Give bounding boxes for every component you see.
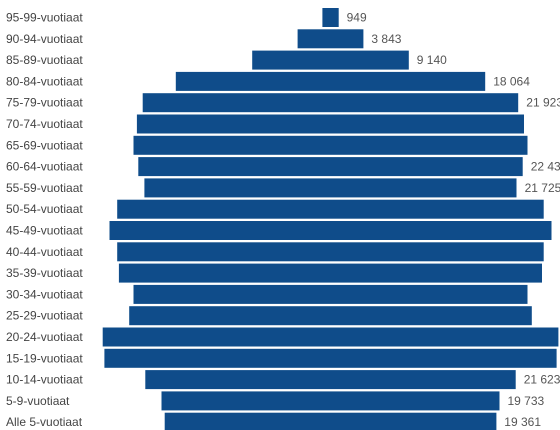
bar <box>109 221 552 240</box>
bar <box>136 114 524 134</box>
bar <box>138 157 523 177</box>
value-label: 21 725 <box>525 181 560 195</box>
value-label: 949 <box>347 11 367 25</box>
category-label: 80-84-vuotiaat <box>6 74 83 88</box>
value-label: 3 843 <box>371 32 401 46</box>
category-label: 30-34-vuotiaat <box>6 287 83 301</box>
category-label: 5-9-vuotiaat <box>6 394 70 408</box>
value-label: 22 438 <box>531 160 560 174</box>
bar <box>145 370 516 390</box>
value-labels-layer: 949 3 843 9 140 18 064 21 923 22 438 21 725 21 … <box>347 11 560 430</box>
value-label: 9 140 <box>417 53 447 67</box>
bar <box>142 93 519 113</box>
bars-layer <box>102 8 559 430</box>
category-label: 40-44-vuotiaat <box>6 245 83 259</box>
category-label: 55-59-vuotiaat <box>6 181 83 195</box>
category-label: 35-39-vuotiaat <box>6 266 83 280</box>
category-label: 45-49-vuotiaat <box>6 224 83 238</box>
bar <box>164 412 497 430</box>
bar <box>133 135 528 155</box>
bar <box>129 306 532 326</box>
bar <box>252 50 409 70</box>
bar <box>118 263 543 283</box>
bar <box>104 348 557 368</box>
bar <box>175 71 486 91</box>
category-label: 75-79-vuotiaat <box>6 96 83 110</box>
bar <box>161 391 500 411</box>
value-label: 21 923 <box>526 96 560 110</box>
bar <box>297 29 364 49</box>
category-label: 95-99-vuotiaat <box>6 11 83 25</box>
bar <box>102 327 559 347</box>
category-label: 70-74-vuotiaat <box>6 117 83 131</box>
category-label: 10-14-vuotiaat <box>6 373 83 387</box>
bar <box>322 8 339 27</box>
value-label: 21 623 <box>524 373 560 387</box>
value-label: 19 361 <box>504 415 541 429</box>
category-label: 15-19-vuotiaat <box>6 351 83 365</box>
category-label: 20-24-vuotiaat <box>6 330 83 344</box>
bar <box>133 284 528 304</box>
bar <box>144 178 517 198</box>
bar <box>117 242 544 262</box>
bar <box>117 199 544 219</box>
value-label: 19 733 <box>508 394 545 408</box>
category-label: 85-89-vuotiaat <box>6 53 83 67</box>
value-label: 18 064 <box>493 74 530 88</box>
category-labels-layer: 95-99-vuotiaat 90-94-vuotiaat 85-89-vuotia… <box>6 11 83 430</box>
category-label: 90-94-vuotiaat <box>6 32 83 46</box>
category-label: 50-54-vuotiaat <box>6 202 83 216</box>
category-label: 25-29-vuotiaat <box>6 309 83 323</box>
category-label: 60-64-vuotiaat <box>6 160 83 174</box>
category-label: Alle 5-vuotiaat <box>6 415 83 429</box>
category-label: 65-69-vuotiaat <box>6 138 83 152</box>
